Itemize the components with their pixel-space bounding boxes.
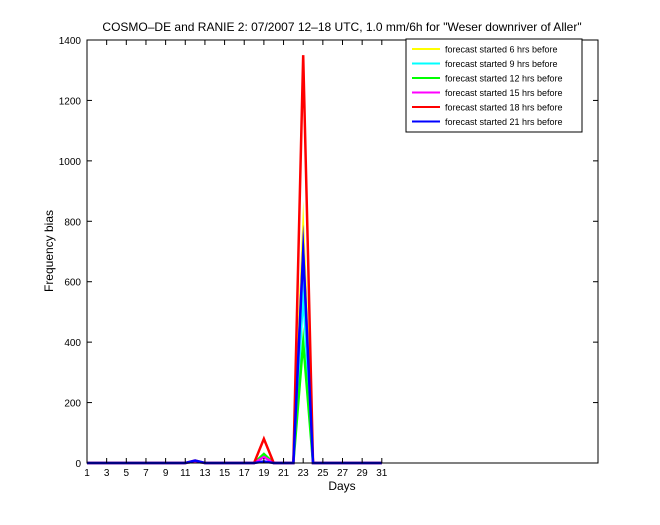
chart-title: COSMO–DE and RANIE 2: 07/2007 12–18 UTC,…: [102, 20, 581, 34]
x-tick-label: 13: [199, 468, 211, 479]
legend-label-5: forecast started 18 hrs before: [445, 103, 563, 113]
y-tick-label: 1000: [59, 157, 82, 168]
x-tick-label: 11: [180, 468, 191, 479]
x-axis-label: Days: [328, 479, 355, 493]
legend-label-4: forecast started 15 hrs before: [445, 88, 563, 98]
x-tick-label: 23: [298, 468, 310, 479]
series-line-4: [87, 224, 382, 465]
legend-label-3: forecast started 12 hrs before: [445, 74, 563, 84]
y-tick-label: 1200: [59, 96, 82, 107]
y-tick-label: 0: [75, 459, 81, 470]
legend-label-2: forecast started 9 hrs before: [445, 59, 558, 69]
x-tick-label: 9: [163, 468, 169, 479]
series-line-3: [87, 326, 382, 465]
x-tick-label: 5: [124, 468, 130, 479]
legend: forecast started 6 hrs before forecast st…: [405, 38, 583, 133]
x-tick-label: 31: [376, 468, 388, 479]
legend-label-1: forecast started 6 hrs before: [445, 45, 558, 55]
series-line-6: [87, 224, 382, 465]
x-tick-label: 29: [357, 468, 369, 479]
x-tick-label: 17: [239, 468, 251, 479]
x-tick-label: 19: [258, 468, 270, 479]
y-tick-label: 800: [64, 217, 81, 228]
series-line-2: [87, 272, 382, 465]
legend-box: [405, 38, 583, 133]
legend-label-6: forecast started 21 hrs before: [445, 117, 563, 127]
y-tick-label: 1400: [59, 36, 82, 47]
y-tick-label: 600: [64, 278, 81, 289]
x-tick-label: 15: [219, 468, 231, 479]
x-tick-label: 7: [143, 468, 149, 479]
x-tick-label: 27: [337, 468, 349, 479]
x-tick-label: 1: [84, 468, 90, 479]
y-tick-label: 200: [64, 399, 81, 410]
series-line-5: [87, 55, 382, 465]
x-tick-label: 21: [278, 468, 290, 479]
y-axis-label: Frequency bias: [42, 210, 56, 292]
x-tick-label: 25: [317, 468, 329, 479]
x-tick-label: 3: [104, 468, 110, 479]
series-line-1: [87, 200, 382, 465]
y-tick-label: 400: [64, 338, 81, 349]
